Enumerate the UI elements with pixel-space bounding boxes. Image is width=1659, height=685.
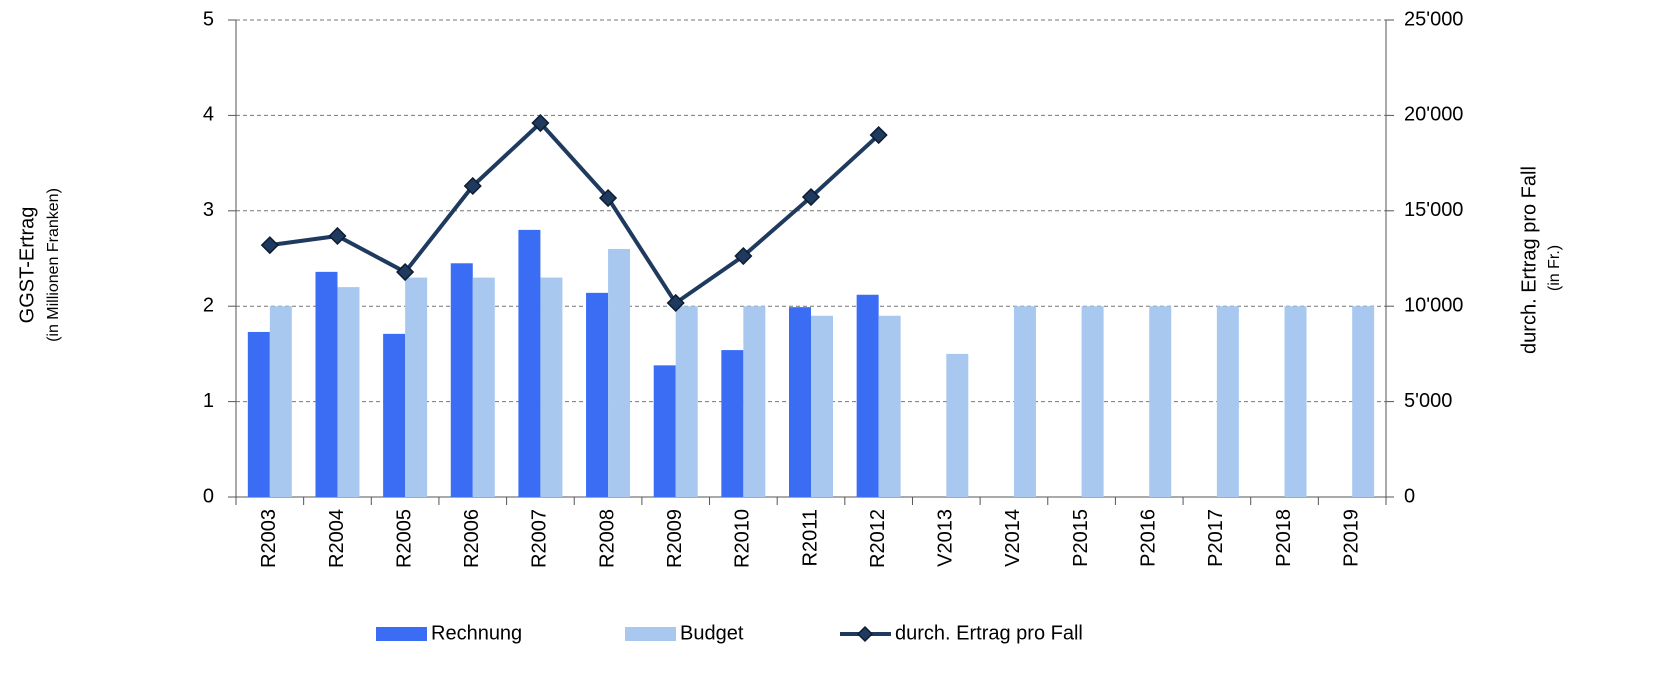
bar [1284,306,1307,497]
x-tick-label: R2009 [664,509,686,568]
y-tick-label: 5 [203,8,214,30]
marker [531,113,550,133]
legend-label: durch. Ertrag pro Fall [895,622,1083,644]
bar [247,331,270,497]
legend-swatch [376,627,427,641]
marker [463,176,482,196]
bar [586,292,609,497]
marker [328,226,347,246]
bar [315,271,338,497]
y-tick-label: 3 [203,199,214,221]
y-tick-label: 1 [203,390,214,412]
bar [1216,306,1239,497]
marker [734,246,753,266]
bar [518,229,541,497]
bar [675,306,698,497]
marker [869,125,888,145]
y2-tick-label: 10'000 [1404,294,1463,316]
bar [608,248,631,497]
bar [1149,306,1172,497]
bar [789,307,811,497]
x-tick-label: R2006 [461,509,483,568]
y2-tick-label: 0 [1404,485,1415,507]
x-tick-label: P2017 [1205,509,1227,567]
x-tick-label: R2008 [596,509,618,568]
marker [396,262,415,282]
y2-tick-label: 5'000 [1404,390,1452,412]
x-tick-label: P2015 [1070,509,1092,567]
line [269,120,880,306]
bar [878,315,901,497]
legend-label: Rechnung [431,622,522,644]
x-tick-label: R2011 [799,509,821,566]
x-tick-label: R2012 [867,509,889,568]
x-tick-label: R2010 [732,509,754,568]
y-tick-label: 2 [203,294,214,316]
x-tick-label: R2004 [326,509,348,568]
marker [598,188,618,208]
bar [405,277,428,497]
bar [269,306,292,497]
x-tick-label: R2005 [393,509,415,568]
y2-tick-label: 15'000 [1404,199,1463,221]
x-tick-label: P2016 [1138,509,1160,567]
y2-tick-label: 20'000 [1404,104,1463,126]
y-tick-label: 4 [203,104,214,126]
x-tick-label: R2007 [529,509,551,568]
bar [946,353,969,497]
x-tick-label: P2018 [1273,509,1295,567]
bar [743,306,766,497]
legend-marker [856,625,874,643]
marker [666,293,685,313]
x-tick-label: R2003 [258,509,280,568]
bar [1352,306,1375,497]
y-tick-label: 0 [203,485,214,507]
bar [721,350,744,497]
bar [450,263,473,497]
bar [1081,306,1104,497]
marker [260,236,279,255]
x-tick-label: V2013 [935,509,957,567]
legend-swatch [625,627,676,641]
bar [811,315,833,497]
bar [653,365,676,497]
bar [540,277,563,497]
y2-tick-label: 25'000 [1404,8,1463,30]
x-tick-label: P2019 [1340,509,1362,567]
marker [801,188,821,207]
bar [383,333,406,497]
bar [856,294,879,497]
x-tick-label: V2014 [1002,509,1024,567]
y2-axis-label: durch. Ertrag pro Fall [1518,166,1540,354]
y-axis-sublabel: (in Millionen Franken) [45,188,62,342]
y2-axis-sublabel: (in Fr.) [1546,245,1563,291]
bar [472,277,495,497]
bar [337,287,360,497]
legend-label: Budget [680,622,744,644]
y-axis-label: GGST-Ertrag [16,207,38,324]
bar [1013,306,1036,497]
